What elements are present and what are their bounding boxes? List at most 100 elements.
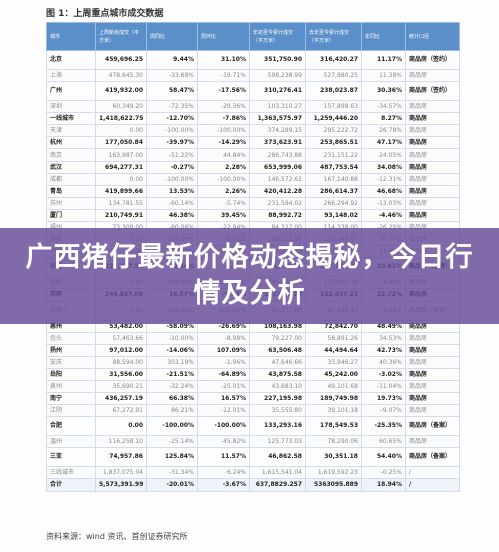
value-cell: 374,289.15 bbox=[249, 124, 306, 138]
value-cell: 2.28% bbox=[197, 160, 250, 174]
table-row: 扬州 97,012.00 -14.06% 107.09% 63,506.48 44,494… bbox=[46, 343, 460, 357]
value-cell: 1,615,541.04 bbox=[249, 466, 306, 480]
city-cell: 安庆 bbox=[46, 355, 96, 369]
city-cell: 一线城市 bbox=[46, 112, 96, 126]
value-cell: 34.53% bbox=[361, 331, 406, 345]
table-row: 安庆 88,594.00 303.19% -1.96% 47,646.66 33,946.… bbox=[46, 355, 460, 369]
value-cell: 419,899.66 bbox=[95, 184, 147, 198]
header-cell: 上周新房成交（平方米） bbox=[95, 22, 147, 51]
value-cell: 30.36% bbox=[361, 81, 406, 102]
value-cell: 286,743.88 bbox=[249, 148, 306, 162]
table-row: 深圳 60,349.20 -72.35% -29.36% 103,310.27 157,8… bbox=[46, 100, 460, 114]
city-cell: 上海 bbox=[46, 68, 96, 83]
city-cell: 温州 bbox=[46, 435, 96, 449]
value-cell: -45.82% bbox=[197, 435, 250, 449]
value-cell: 231,151.22 bbox=[305, 148, 362, 162]
city-cell: 苏州 bbox=[46, 196, 96, 210]
value-cell: 231,594.02 bbox=[249, 196, 306, 210]
value-cell: 47,646.66 bbox=[249, 355, 306, 369]
value-cell: 39,101.18 bbox=[305, 404, 362, 418]
value-cell: 44,494.64 bbox=[305, 343, 362, 357]
table-row: 北京 459,696.25 9.44% 31.10% 351,750.90 316,420… bbox=[46, 50, 460, 70]
value-cell: -72.35% bbox=[146, 100, 198, 114]
city-cell: 合肥 bbox=[46, 416, 96, 437]
table-row: 泉州 35,690.21 -32.24% -25.01% 43,683.10 49,101… bbox=[46, 379, 460, 394]
value-cell: -34.57% bbox=[361, 100, 406, 114]
value-cell: 487,753.54 bbox=[305, 160, 362, 174]
scope-cell: 商品房 bbox=[405, 208, 460, 223]
value-cell: 253,865.51 bbox=[305, 136, 362, 150]
value-cell: -8.98% bbox=[197, 331, 250, 345]
value-cell: 163,987.00 bbox=[95, 148, 147, 162]
value-cell: -100.00% bbox=[146, 124, 198, 138]
header-cell: 年初至今累计成交（平方米） bbox=[249, 22, 306, 51]
value-cell: -25.01% bbox=[197, 379, 250, 394]
header-cell: 年同比 bbox=[361, 22, 406, 51]
value-cell: 35,555.80 bbox=[249, 404, 306, 418]
table-row: 武汉 694,277.31 -0.27% 2.28% 653,999.06 487,753… bbox=[46, 160, 460, 174]
city-cell: 江阴 bbox=[46, 404, 96, 418]
value-cell: 1,363,575.97 bbox=[249, 112, 306, 126]
value-cell: 34.08% bbox=[361, 160, 406, 174]
table-row: 温州 116,258.10 -25.14% -45.82% 125,773.03 78,2… bbox=[46, 435, 460, 449]
value-cell: 49,101.68 bbox=[305, 379, 362, 394]
value-cell: 11.38% bbox=[361, 68, 406, 83]
value-cell: 694,277.31 bbox=[95, 160, 147, 174]
header-cell: 城市 bbox=[46, 22, 96, 51]
table-row: 青岛 419,899.66 13.53% 2.26% 420,412.28 286,614… bbox=[46, 184, 460, 198]
value-cell: 310,276.41 bbox=[249, 81, 306, 102]
scope-cell: 商品房 bbox=[405, 112, 460, 126]
city-cell: 成都 bbox=[46, 172, 96, 186]
value-cell: 46.38% bbox=[146, 208, 198, 223]
scope-cell: 商品房 bbox=[405, 355, 460, 369]
value-cell: 16.57% bbox=[197, 392, 250, 406]
value-cell: -0.27% bbox=[146, 160, 198, 174]
value-cell: -60.14% bbox=[146, 196, 198, 210]
headline-text: 广西猪仔最新价格动态揭秘，今日行情及分析 bbox=[25, 242, 474, 309]
city-cell: 武汉 bbox=[46, 160, 96, 174]
value-cell: -4.46% bbox=[361, 208, 406, 223]
value-cell: 44.84% bbox=[197, 148, 250, 162]
scope-cell: 商品房 bbox=[405, 196, 460, 210]
scope-cell: 商品房 bbox=[405, 160, 460, 174]
value-cell: 78,290.06 bbox=[305, 435, 362, 449]
value-cell: 295,222.72 bbox=[305, 124, 362, 138]
table-row: 广州 419,932.00 58.47% -17.56% 310,276.41 238,0… bbox=[46, 81, 460, 102]
value-cell: -20.01% bbox=[146, 478, 198, 492]
value-cell: 43,683.10 bbox=[249, 379, 306, 394]
value-cell: 86.21% bbox=[146, 404, 198, 418]
value-cell: 134,781.55 bbox=[95, 196, 147, 210]
value-cell: 125,773.03 bbox=[249, 435, 306, 449]
value-cell: 478,645.30 bbox=[95, 68, 147, 83]
value-cell: -39.97% bbox=[146, 136, 198, 150]
value-cell: 107.09% bbox=[197, 343, 250, 357]
city-cell: 岳阳 bbox=[46, 367, 96, 381]
scope-cell: 商品房（签约） bbox=[405, 81, 460, 102]
scope-cell: 商品房 bbox=[405, 367, 460, 381]
scope-cell: 商品房（备案） bbox=[405, 416, 460, 437]
header-cell: 统计口径 bbox=[405, 22, 460, 51]
value-cell: 373,623.91 bbox=[249, 136, 306, 150]
value-cell: 286,614.37 bbox=[305, 184, 362, 198]
value-cell: 33,946.27 bbox=[305, 355, 362, 369]
value-cell: 266,294.92 bbox=[305, 196, 362, 210]
value-cell: 637,8829.257 bbox=[249, 478, 306, 492]
table-title: 图 1：上周重点城市成交数据 bbox=[46, 9, 164, 19]
scope-cell: 商品房 bbox=[405, 124, 460, 138]
value-cell: 146,572.62 bbox=[249, 172, 306, 186]
value-cell: -25.14% bbox=[146, 435, 198, 449]
scope-cell: 商品房 bbox=[405, 392, 460, 406]
header-cell: 周环比 bbox=[197, 22, 250, 51]
value-cell: 6.24% bbox=[197, 466, 250, 480]
value-cell: 88,594.00 bbox=[95, 355, 147, 369]
value-cell: 459,696.25 bbox=[95, 50, 147, 70]
value-cell: -25.35% bbox=[361, 416, 406, 437]
value-cell: -100.00% bbox=[197, 124, 250, 138]
value-cell: 79,227.00 bbox=[249, 331, 306, 345]
scope-cell: 商品房 bbox=[405, 100, 460, 114]
value-cell: -51.22% bbox=[146, 148, 198, 162]
value-cell: 5363095.889 bbox=[305, 478, 362, 492]
value-cell: 35,690.21 bbox=[95, 379, 147, 394]
value-cell: 93,148.02 bbox=[305, 208, 362, 223]
value-cell: 167,140.88 bbox=[305, 172, 362, 186]
